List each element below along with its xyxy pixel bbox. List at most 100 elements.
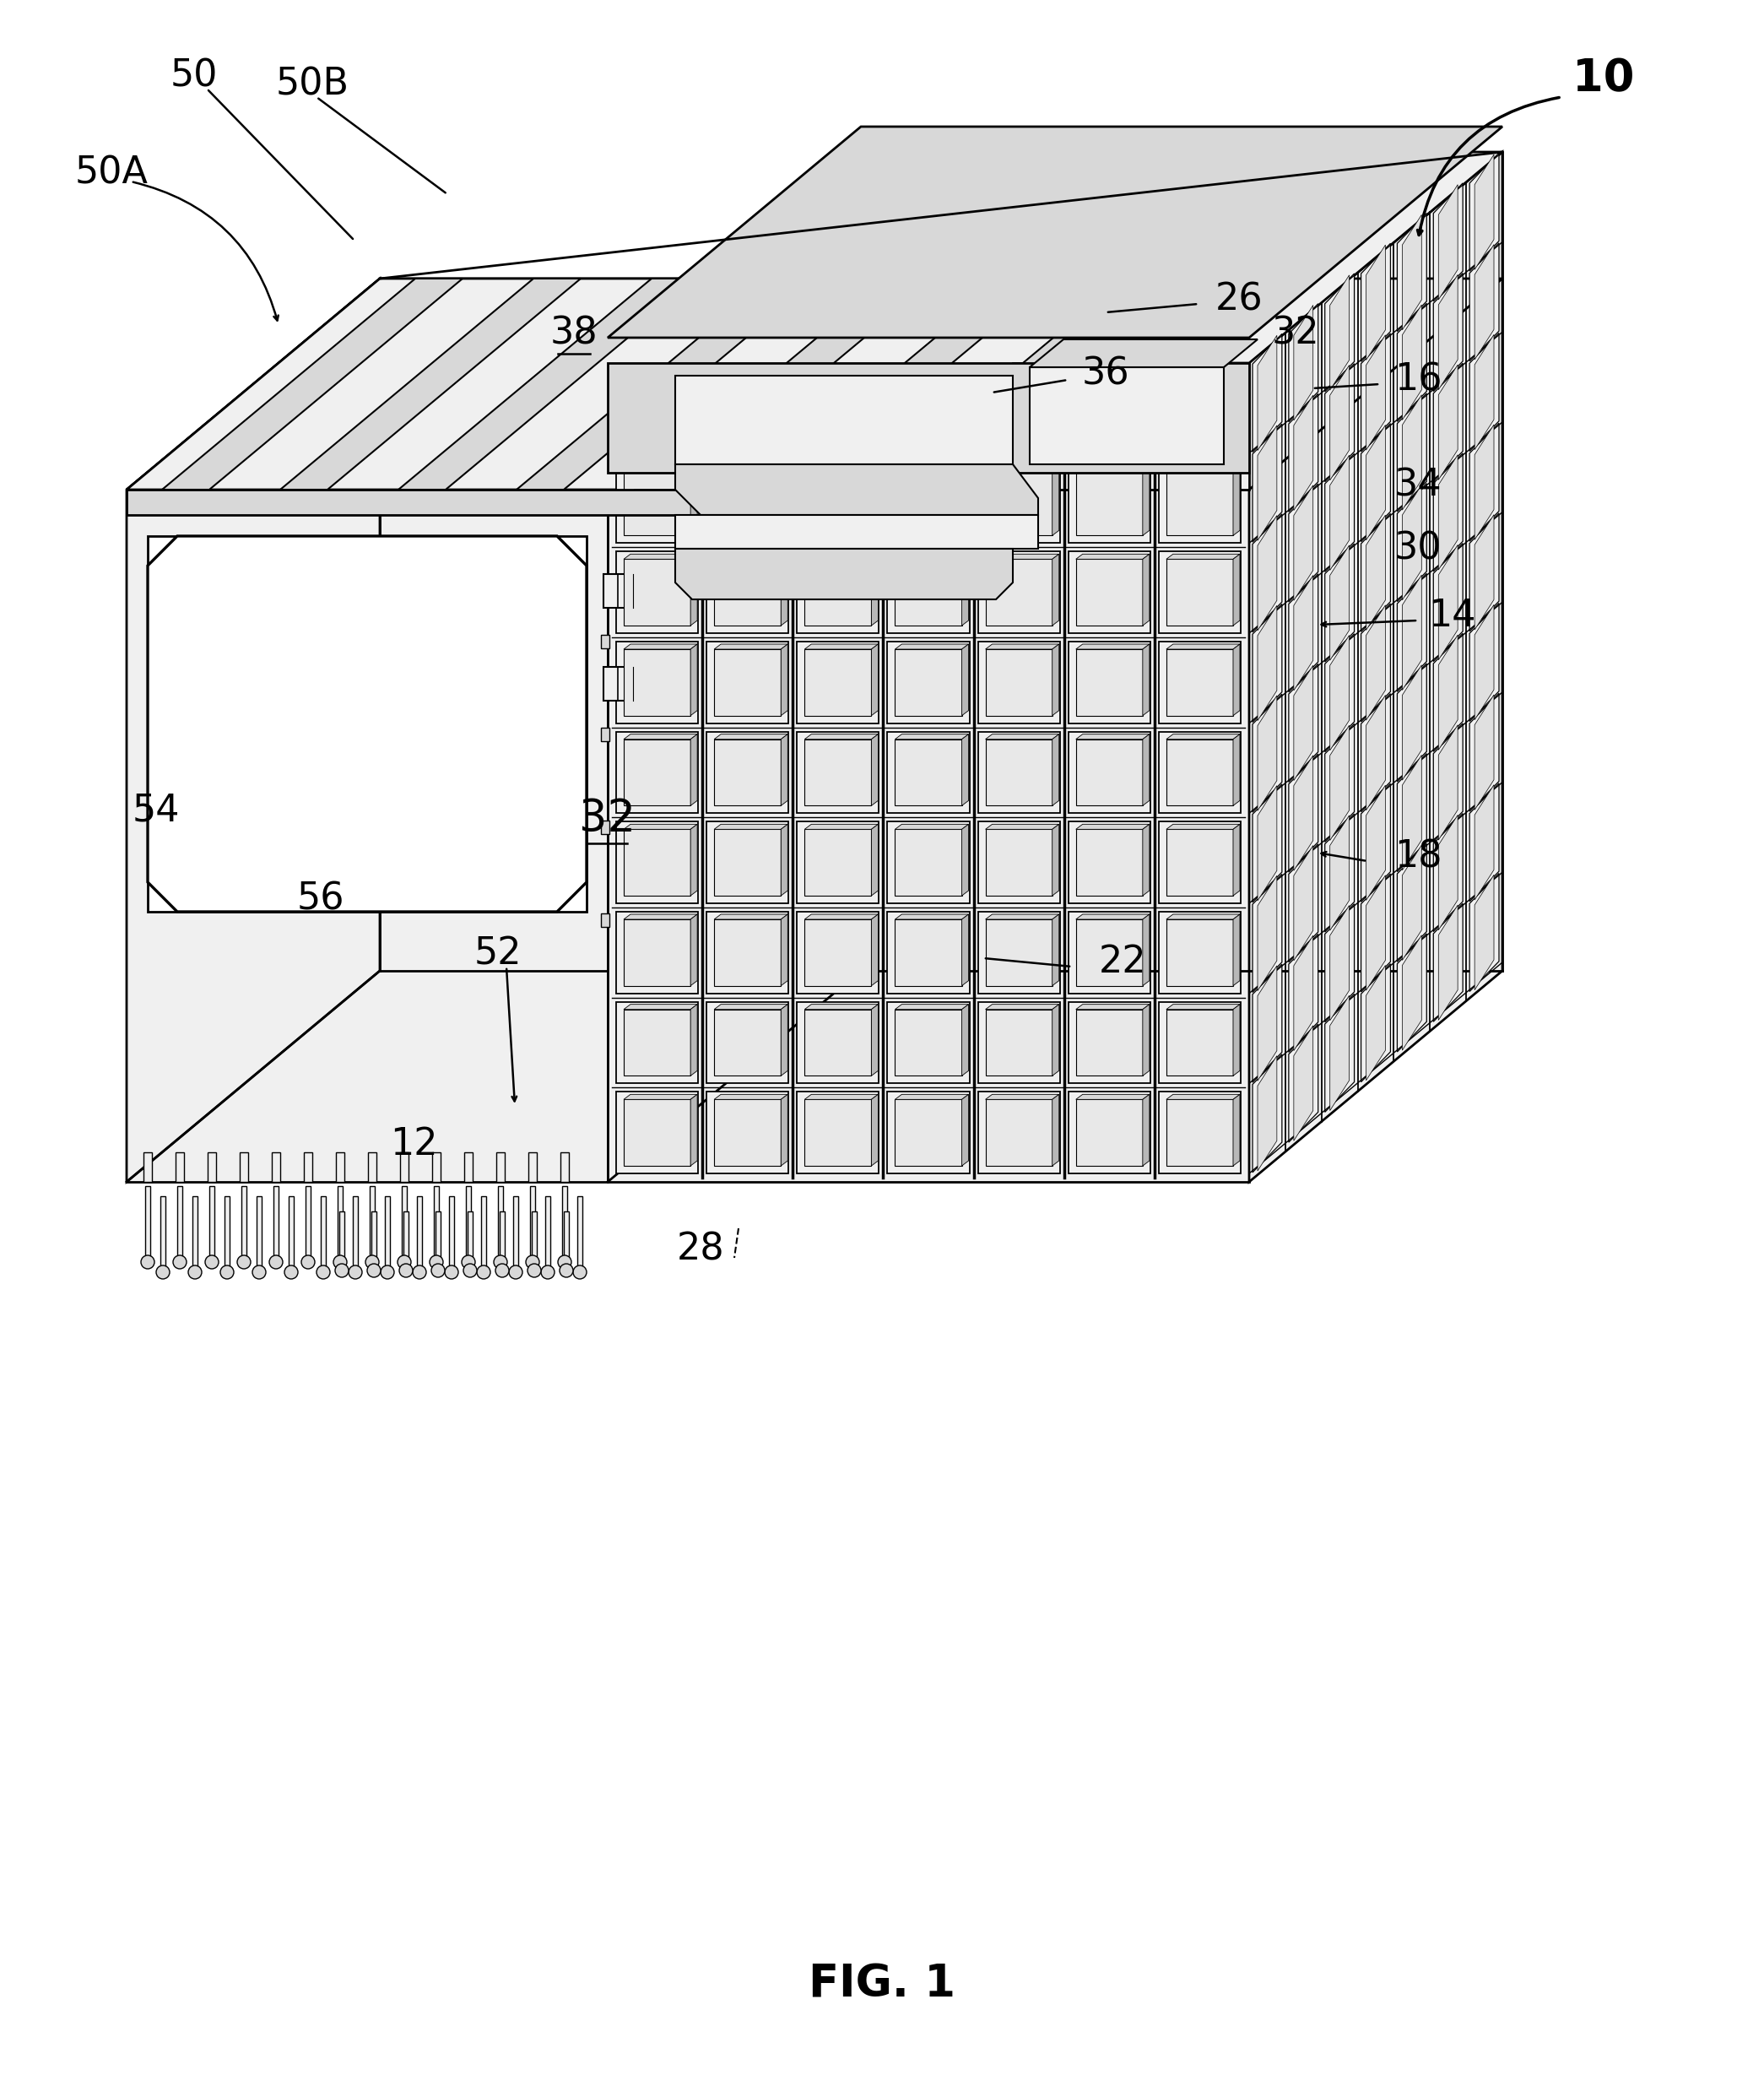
Polygon shape: [482, 1195, 487, 1272]
Polygon shape: [887, 371, 970, 453]
Polygon shape: [871, 1095, 878, 1166]
Polygon shape: [871, 1003, 878, 1076]
Polygon shape: [1166, 824, 1240, 830]
Circle shape: [494, 1256, 508, 1268]
Polygon shape: [1258, 1056, 1277, 1170]
Polygon shape: [1233, 734, 1240, 805]
Circle shape: [399, 1264, 413, 1277]
Polygon shape: [1289, 574, 1318, 693]
Polygon shape: [1159, 551, 1240, 634]
Polygon shape: [1434, 453, 1462, 572]
Polygon shape: [676, 515, 1039, 549]
Polygon shape: [577, 1195, 582, 1272]
Circle shape: [476, 1266, 490, 1279]
Circle shape: [284, 1266, 298, 1279]
Polygon shape: [1289, 663, 1318, 782]
Polygon shape: [894, 738, 961, 805]
Polygon shape: [1438, 275, 1457, 390]
Polygon shape: [977, 912, 1060, 993]
Polygon shape: [1233, 914, 1240, 987]
Polygon shape: [986, 373, 1058, 380]
Polygon shape: [804, 920, 871, 987]
Polygon shape: [804, 645, 878, 649]
Polygon shape: [977, 371, 1060, 453]
Polygon shape: [1076, 1095, 1150, 1099]
Polygon shape: [714, 824, 789, 830]
Polygon shape: [707, 461, 789, 542]
Polygon shape: [707, 642, 789, 724]
Circle shape: [381, 1266, 393, 1279]
Polygon shape: [624, 645, 697, 649]
Polygon shape: [1053, 1003, 1058, 1076]
Polygon shape: [607, 127, 1503, 338]
Polygon shape: [399, 280, 699, 490]
Polygon shape: [714, 1003, 789, 1010]
Polygon shape: [714, 380, 781, 446]
Polygon shape: [894, 463, 968, 469]
Polygon shape: [1293, 665, 1312, 780]
Polygon shape: [127, 490, 607, 1183]
Circle shape: [464, 1264, 476, 1277]
Circle shape: [189, 1266, 201, 1279]
Polygon shape: [607, 152, 1503, 363]
Polygon shape: [616, 732, 699, 814]
Polygon shape: [1076, 469, 1143, 536]
Polygon shape: [894, 920, 961, 987]
Polygon shape: [781, 734, 789, 805]
Polygon shape: [1293, 486, 1312, 601]
Polygon shape: [224, 1195, 229, 1272]
Polygon shape: [1402, 665, 1422, 780]
Polygon shape: [986, 920, 1053, 987]
Polygon shape: [1365, 784, 1385, 901]
Polygon shape: [1166, 734, 1240, 738]
Polygon shape: [162, 280, 462, 490]
Polygon shape: [242, 1187, 247, 1262]
Polygon shape: [1030, 340, 1258, 367]
Circle shape: [141, 1256, 155, 1268]
Polygon shape: [1362, 964, 1390, 1083]
Polygon shape: [1076, 734, 1150, 738]
Polygon shape: [871, 463, 878, 536]
Polygon shape: [1475, 515, 1494, 630]
Polygon shape: [1438, 544, 1457, 659]
Circle shape: [430, 1264, 445, 1277]
Polygon shape: [1069, 822, 1150, 903]
Polygon shape: [961, 373, 968, 446]
Polygon shape: [1258, 786, 1277, 901]
Polygon shape: [148, 536, 587, 912]
Circle shape: [496, 1264, 510, 1277]
Polygon shape: [1434, 814, 1462, 932]
Polygon shape: [1076, 1010, 1143, 1076]
Polygon shape: [1159, 732, 1240, 814]
Polygon shape: [887, 822, 970, 903]
Polygon shape: [399, 490, 446, 511]
Polygon shape: [1293, 305, 1312, 421]
Polygon shape: [714, 738, 781, 805]
Text: 34: 34: [1394, 467, 1441, 503]
Polygon shape: [385, 1195, 390, 1272]
Polygon shape: [1397, 935, 1427, 1051]
Polygon shape: [1159, 642, 1240, 724]
Polygon shape: [1053, 914, 1058, 987]
Polygon shape: [986, 824, 1058, 830]
Polygon shape: [127, 490, 1013, 515]
Polygon shape: [517, 490, 564, 511]
Polygon shape: [436, 1212, 441, 1270]
Polygon shape: [690, 824, 697, 895]
Polygon shape: [402, 1187, 407, 1262]
Circle shape: [462, 1256, 475, 1268]
Polygon shape: [616, 1001, 699, 1083]
Polygon shape: [1402, 305, 1422, 419]
Polygon shape: [416, 1195, 422, 1272]
Polygon shape: [986, 555, 1058, 559]
Polygon shape: [986, 734, 1058, 738]
Polygon shape: [1475, 154, 1494, 269]
Polygon shape: [1053, 734, 1058, 805]
Circle shape: [157, 1266, 169, 1279]
Polygon shape: [624, 914, 697, 920]
Polygon shape: [1330, 726, 1349, 841]
Polygon shape: [616, 1091, 699, 1174]
Polygon shape: [369, 1151, 376, 1183]
Polygon shape: [894, 380, 961, 446]
Polygon shape: [127, 280, 1267, 490]
